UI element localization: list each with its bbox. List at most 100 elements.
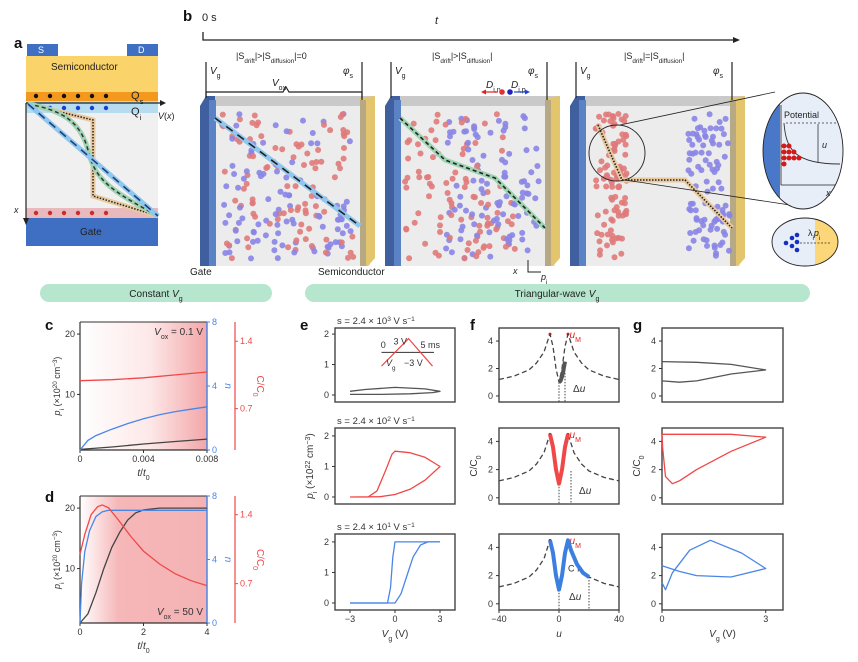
x-tick-label: 0.008 bbox=[196, 454, 219, 464]
anion-dot bbox=[510, 200, 517, 207]
cation-dot bbox=[464, 247, 471, 253]
gate-label: Gate bbox=[80, 227, 102, 238]
anion-dot bbox=[260, 170, 267, 177]
cation-dot bbox=[287, 207, 294, 214]
anion-icon bbox=[507, 89, 513, 95]
gate-charge bbox=[103, 210, 109, 216]
cation-dot bbox=[610, 140, 617, 147]
cation-dot bbox=[622, 151, 629, 158]
anion-dot bbox=[519, 194, 526, 201]
inset-x-label: x bbox=[825, 188, 831, 198]
anion-dot bbox=[470, 177, 477, 184]
cation-dot bbox=[593, 177, 600, 184]
anion-dot bbox=[726, 211, 733, 218]
gate-charge bbox=[89, 210, 95, 216]
anion-dot bbox=[495, 202, 502, 209]
cation-dot bbox=[465, 240, 472, 247]
cation-dot bbox=[601, 221, 608, 228]
anion-dot bbox=[535, 178, 542, 185]
panel-label-b: b bbox=[183, 8, 192, 25]
cation-dot bbox=[462, 175, 469, 182]
anion-dot bbox=[520, 113, 527, 120]
cation-dot bbox=[485, 201, 492, 208]
anion-dot bbox=[716, 141, 723, 148]
anion-dot bbox=[524, 182, 531, 189]
cation-dot bbox=[597, 167, 603, 174]
anion-dot bbox=[713, 125, 720, 132]
y-tick-label: 2 bbox=[324, 329, 329, 339]
anion-dot bbox=[265, 196, 272, 203]
anion-dot bbox=[722, 202, 729, 209]
c-tick-label: 1.4 bbox=[240, 510, 253, 520]
anion-dot bbox=[232, 227, 239, 234]
anion-dot bbox=[714, 225, 721, 232]
anion-dot bbox=[534, 163, 541, 169]
anion-dot bbox=[689, 200, 696, 207]
panel-label-e: e bbox=[300, 317, 308, 334]
x-tick-label: 4 bbox=[204, 627, 209, 637]
chart-g2: 0 2 4 C/C0 bbox=[632, 427, 784, 505]
y-tick-label: 4 bbox=[488, 336, 493, 346]
cation-dot bbox=[219, 111, 226, 118]
cation-dot bbox=[294, 207, 301, 213]
chart-e2: 0 1 2 pi (×1022 cm−3) s = 2.4 × 102 V s−1 bbox=[305, 416, 456, 505]
xp-axes bbox=[527, 260, 541, 273]
anion-dot bbox=[478, 177, 485, 184]
anion-dot bbox=[715, 179, 722, 186]
chart-g3: 0 2 4 0 3 Vg (V) bbox=[651, 533, 784, 643]
x-tick-label: 3 bbox=[763, 614, 768, 624]
plot-frame bbox=[498, 533, 620, 611]
anion-dot bbox=[275, 230, 282, 237]
cation-dot bbox=[338, 239, 345, 246]
inset-cation bbox=[781, 161, 787, 167]
cation-dot bbox=[434, 111, 441, 118]
anion-dot bbox=[334, 226, 341, 233]
cation-dot bbox=[272, 145, 279, 151]
n-axis-label: n bbox=[222, 383, 233, 389]
anion-dot bbox=[315, 212, 322, 219]
vox-annotation: Vox = 50 V bbox=[157, 607, 203, 621]
sweep-rate-title: s = 2.4 × 101 V s−1 bbox=[337, 522, 415, 534]
vg-label: Vg bbox=[210, 66, 221, 80]
cation-dot bbox=[327, 127, 334, 134]
anion-dot bbox=[221, 201, 228, 208]
anion-dot bbox=[235, 219, 242, 226]
anion-dot bbox=[222, 219, 229, 226]
cation-dot bbox=[460, 145, 467, 152]
cation-dot bbox=[415, 141, 421, 148]
x-tick-label: 3 bbox=[437, 614, 442, 624]
anion-dot bbox=[718, 125, 725, 132]
cation-dot bbox=[349, 233, 356, 240]
series-1 bbox=[557, 361, 567, 384]
cation-dot bbox=[484, 222, 491, 229]
anion-dot bbox=[707, 226, 714, 233]
semiconductor-charge bbox=[33, 93, 39, 99]
anion-dot bbox=[347, 228, 354, 235]
anion-dot bbox=[519, 229, 526, 236]
cation-dot bbox=[244, 235, 251, 242]
gate-label-b: Gate bbox=[190, 267, 212, 278]
cation-dot bbox=[511, 245, 518, 252]
anion-dot bbox=[239, 215, 246, 222]
anion-dot bbox=[502, 120, 509, 127]
equilibrium-curve bbox=[498, 433, 620, 485]
anion-dot bbox=[686, 137, 693, 143]
cation-dot bbox=[312, 165, 319, 172]
anion-dot bbox=[521, 125, 528, 132]
series-c bbox=[79, 371, 208, 382]
anion-dot bbox=[716, 119, 723, 125]
anion-dot bbox=[528, 169, 535, 176]
cation-dot bbox=[484, 214, 491, 221]
cation-dot bbox=[292, 183, 299, 190]
chart-f2: 0 2 4 C/C0 Δu uM bbox=[469, 427, 620, 505]
cation-dot bbox=[461, 184, 468, 191]
cation-dot bbox=[331, 174, 338, 181]
qs-label: Qs bbox=[131, 90, 144, 106]
anion-dot bbox=[692, 207, 699, 214]
chart-c: 10 20 0 4 8 0.7 1.4 pi (×1020 cm−3) n C/C0 0 0.004 0… bbox=[52, 317, 266, 482]
cation-dot bbox=[597, 247, 604, 254]
y-axis-label: C/C0 bbox=[632, 455, 646, 476]
cation-dot bbox=[302, 236, 309, 243]
anion-dot bbox=[685, 167, 692, 174]
qi-label: Qi bbox=[131, 106, 142, 122]
